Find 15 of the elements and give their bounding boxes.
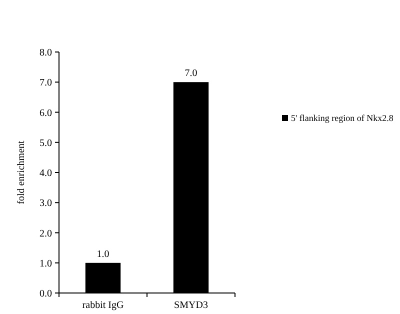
y-tick-label: 2.0 [40,228,52,240]
y-tick-label: 0.0 [40,288,52,300]
x-tick-label: rabbit IgG [82,300,124,311]
y-tick-label: 5.0 [40,138,52,149]
x-tick-label: SMYD3 [174,300,208,311]
y-axis-title: fold enrichment [16,140,27,204]
data-label: 7.0 [184,68,198,80]
data-label: 1.0 [96,248,110,260]
y-tick-label: 4.0 [40,168,52,179]
y-tick-label: 8.0 [40,48,52,58]
y-tick-label: 7.0 [40,78,52,89]
y-tick-label: 3.0 [40,198,52,210]
legend-label: 5' flanking region of Nkx2.8 [291,113,394,124]
y-tick-label: 1.0 [40,258,52,270]
y-tick-label: 6.0 [40,108,52,119]
